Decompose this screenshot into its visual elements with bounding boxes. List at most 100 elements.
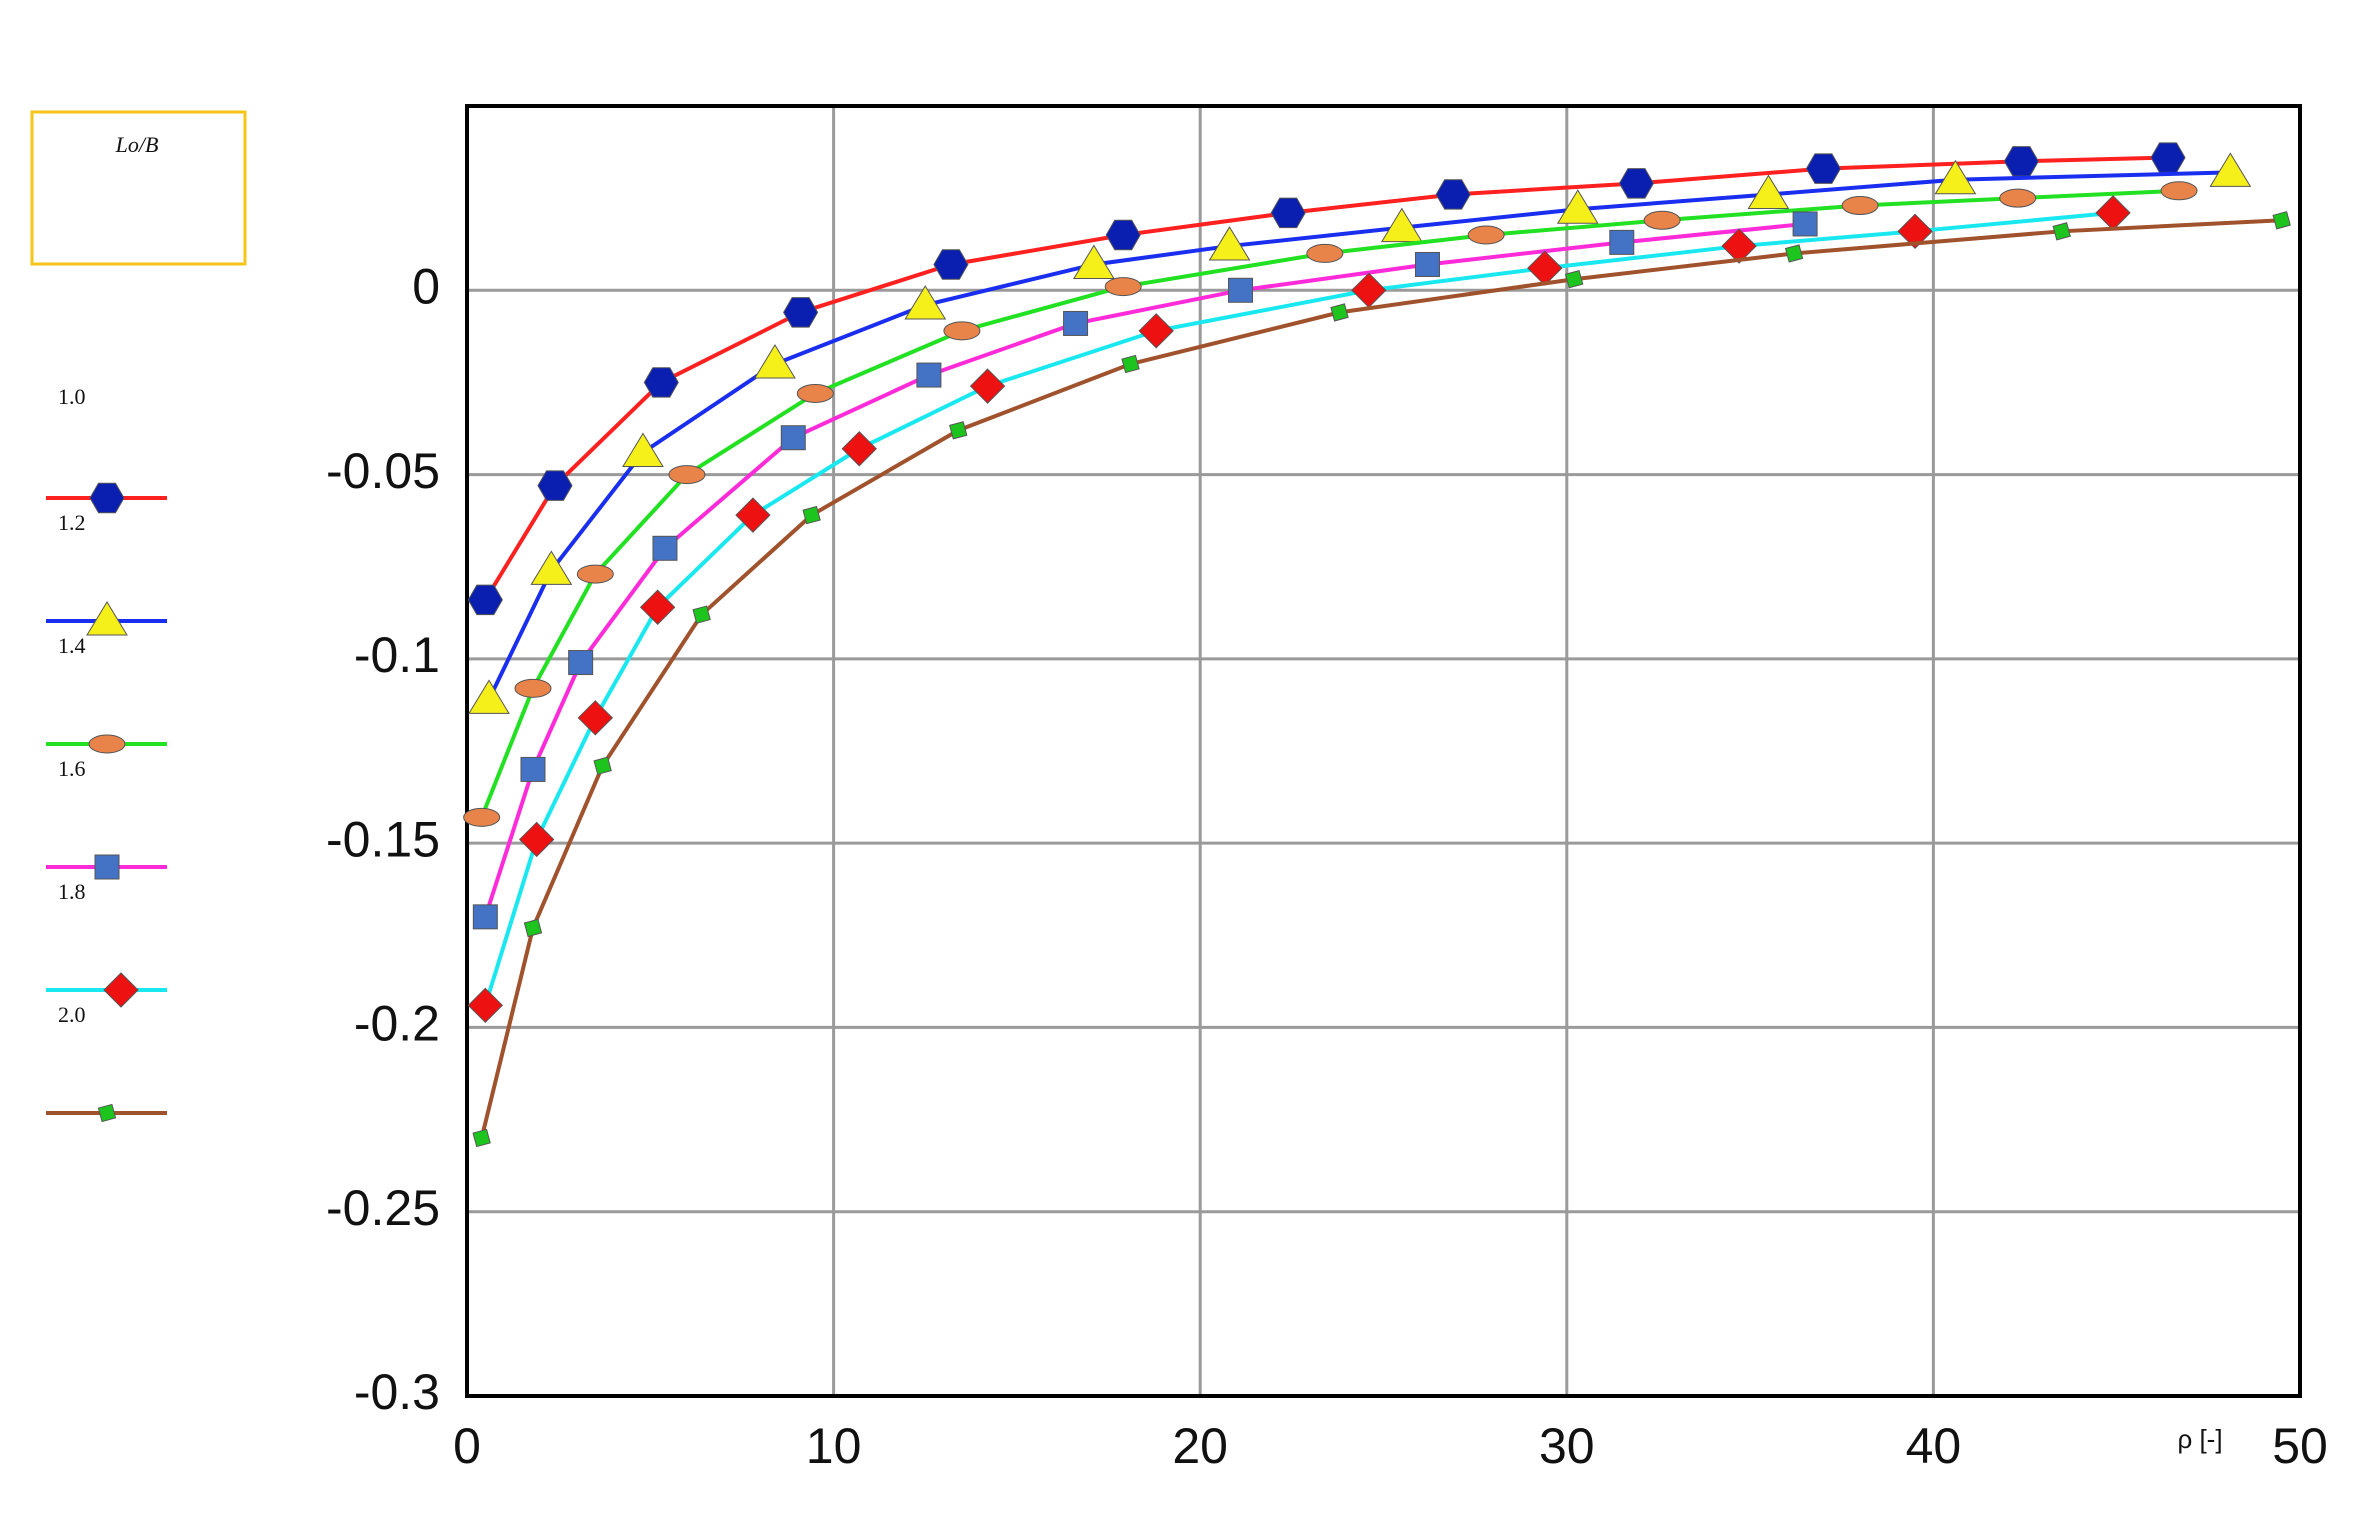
legend-marker: [103, 972, 139, 1008]
marker: [1784, 244, 1804, 263]
marker: [1934, 159, 1977, 195]
y-tick-label: -0.3: [354, 1364, 440, 1420]
marker: [467, 584, 503, 616]
marker: [1841, 196, 1879, 216]
marker: [1414, 251, 1440, 277]
marker: [530, 550, 573, 585]
marker: [1467, 225, 1505, 245]
legend-title: Lo/B: [115, 132, 159, 157]
marker: [2272, 211, 2291, 230]
marker: [1228, 277, 1254, 303]
marker: [514, 678, 552, 698]
marker: [622, 432, 664, 467]
marker: [1306, 243, 1344, 263]
plot-border: [465, 104, 2302, 1398]
marker: [949, 421, 968, 440]
marker: [969, 368, 1006, 404]
marker: [1138, 313, 1174, 349]
marker: [780, 425, 806, 451]
marker: [1121, 354, 1140, 374]
y-tick-label: -0.1: [354, 627, 440, 683]
marker: [1105, 219, 1141, 251]
marker: [1747, 174, 1790, 209]
marker: [518, 821, 555, 858]
marker: [1609, 229, 1635, 255]
marker: [1721, 228, 1757, 264]
marker: [468, 679, 510, 714]
series-line: [479, 218, 2282, 1139]
marker: [1435, 179, 1471, 210]
marker: [537, 470, 573, 501]
marker: [1063, 310, 1089, 336]
marker: [1270, 197, 1306, 229]
marker: [2209, 152, 2252, 187]
marker: [1792, 211, 1818, 237]
marker: [1104, 277, 1142, 297]
marker: [916, 362, 942, 388]
marker: [802, 505, 821, 525]
marker: [1643, 210, 1681, 230]
marker: [520, 756, 546, 782]
marker: [577, 700, 614, 736]
marker: [841, 431, 877, 467]
marker: [643, 367, 679, 398]
marker: [467, 987, 504, 1024]
y-tick-label: -0.2: [354, 996, 440, 1052]
marker: [1805, 153, 1841, 184]
marker: [904, 285, 947, 320]
marker: [1564, 270, 1584, 289]
legend-label: 1.2: [58, 510, 86, 535]
x-tick-label: 20: [1172, 1418, 1228, 1474]
marker: [692, 605, 711, 624]
series-line: [483, 155, 2169, 601]
legend-box: [30, 110, 247, 266]
marker: [523, 918, 543, 938]
x-tick-label: 10: [806, 1418, 862, 1474]
marker: [2160, 181, 2198, 201]
marker: [1618, 168, 1655, 199]
marker: [668, 465, 706, 485]
legend-marker: [86, 601, 128, 636]
marker: [576, 564, 614, 584]
marker: [735, 497, 771, 533]
legend-label: 2.0: [58, 1002, 86, 1027]
y-tick-label: 0: [412, 258, 440, 314]
legend-marker: [88, 734, 126, 754]
marker: [472, 1128, 491, 1148]
x-tick-label: 0: [453, 1418, 481, 1474]
x-axis-label: ρ [-]: [2177, 1424, 2222, 1454]
x-tick-label: 50: [2272, 1418, 2328, 1474]
marker: [639, 589, 676, 625]
series-line: [487, 170, 2231, 701]
legend-marker: [89, 482, 125, 514]
marker: [1897, 213, 1933, 250]
marker: [568, 650, 594, 676]
marker: [933, 249, 969, 280]
marker: [463, 807, 501, 827]
plot-area: [467, 106, 2300, 1396]
marker: [754, 344, 796, 379]
legend-label: 1.4: [58, 633, 86, 658]
legend-label: 1.6: [58, 756, 86, 781]
marker: [652, 535, 678, 561]
marker: [943, 321, 981, 341]
marker: [1208, 226, 1251, 261]
marker: [783, 297, 819, 328]
marker: [1556, 189, 1599, 224]
marker: [1380, 207, 1423, 243]
legend-marker: [97, 1103, 117, 1123]
legend-label: 1.8: [58, 879, 86, 904]
marker: [1999, 188, 2037, 208]
y-tick-label: -0.15: [326, 811, 440, 867]
y-tick-label: -0.25: [326, 1180, 440, 1236]
marker: [1330, 303, 1349, 322]
legend-marker: [94, 854, 120, 880]
legend-label: 1.0: [58, 384, 86, 409]
marker: [796, 383, 834, 403]
marker: [2052, 222, 2071, 241]
marker: [1072, 244, 1115, 279]
x-tick-label: 40: [1906, 1418, 1962, 1474]
marker: [593, 756, 612, 775]
